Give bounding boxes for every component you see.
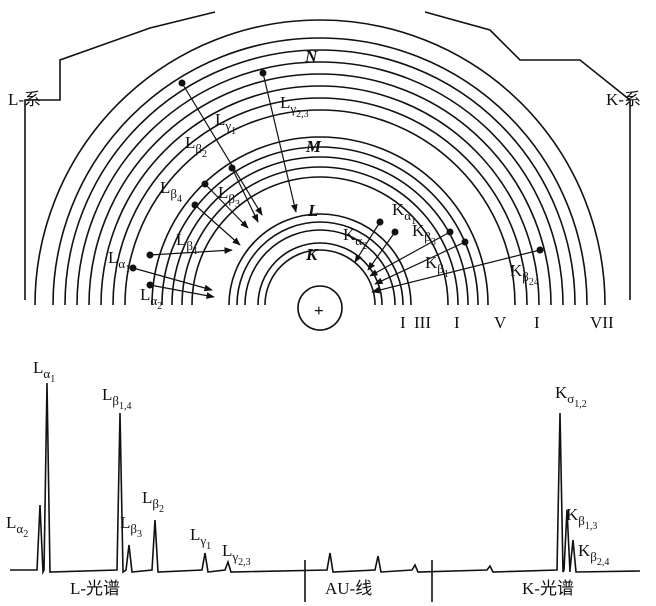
peak-label: Kβ2,4 <box>578 541 609 568</box>
label-base: L <box>142 488 152 507</box>
label-base: K <box>392 200 405 219</box>
transition-label: Lα2 <box>140 285 162 312</box>
label-index: 1,4 <box>119 401 132 412</box>
label-index: 2 <box>157 301 162 312</box>
label-index: 1,2 <box>574 399 587 410</box>
label-index: 1 <box>50 374 55 385</box>
label-base: K <box>555 383 568 402</box>
peak-label: Lα2 <box>6 513 28 540</box>
label-base: L <box>102 385 112 404</box>
peak-label: Kσ1,2 <box>555 383 587 410</box>
shell-numeral: V <box>494 313 507 332</box>
label-base: L <box>6 513 16 532</box>
shell-numeral: III <box>414 313 431 332</box>
label-base: L <box>140 285 150 304</box>
label-index: 2 <box>23 529 28 540</box>
transition-label: Lβ4 <box>160 178 182 205</box>
label-base: L <box>222 541 232 560</box>
shell-numeral: I <box>534 313 540 332</box>
shell-numeral: I <box>454 313 460 332</box>
peak-label: Lγ1 <box>190 525 211 552</box>
label-index: 1 <box>125 264 130 275</box>
label-index: 2,4 <box>597 557 610 568</box>
label-base: L <box>160 178 170 197</box>
shell-label: K <box>305 245 319 264</box>
label-index: 2,3 <box>296 109 309 120</box>
label-sub: σ <box>567 391 574 406</box>
label-index: 2 <box>159 504 164 515</box>
peak-label: Kβ1,3 <box>566 505 597 532</box>
label-index: 2 <box>362 241 367 252</box>
series-label: K-系 <box>606 90 641 109</box>
label-base: L <box>185 133 195 152</box>
label-index: 3 <box>431 237 436 248</box>
label-index: 2,3 <box>238 557 251 568</box>
label-base: K <box>343 225 356 244</box>
label-index: 4 <box>177 194 182 205</box>
peak-label: Lβ1,4 <box>102 385 132 412</box>
peak-label: Lβ3 <box>120 513 142 540</box>
shell-numeral: VII <box>590 313 614 332</box>
label-index: 24 <box>529 277 539 288</box>
label-base: K <box>510 261 523 280</box>
label-base: L <box>190 525 200 544</box>
label-index: 3 <box>137 529 142 540</box>
shell-rings <box>35 20 605 330</box>
region-label: L-光谱 <box>70 579 120 598</box>
series-label: L-系 <box>8 90 41 109</box>
shell-ring <box>152 137 488 305</box>
shell-ring <box>162 147 478 305</box>
peak-label: Lβ2 <box>142 488 164 515</box>
shell-label: M <box>305 137 322 156</box>
label-base: L <box>176 230 186 249</box>
nucleus-label: + <box>314 301 324 320</box>
label-base: L <box>218 183 228 202</box>
shell-ring <box>229 214 411 305</box>
label-index: 2 <box>202 149 207 160</box>
label-base: L <box>108 248 118 267</box>
transition-label: Lβ2 <box>185 133 207 160</box>
label-base: K <box>425 253 438 272</box>
label-base: K <box>578 541 591 560</box>
label-index: 3 <box>235 199 240 210</box>
shell-label: L <box>307 201 318 220</box>
label-index: 1 <box>193 246 198 257</box>
label-index: 1 <box>206 541 211 552</box>
label-base: L <box>215 110 225 129</box>
label-index: 1 <box>231 126 236 137</box>
label-base: K <box>412 221 425 240</box>
transition-label: Lγ2,3 <box>280 93 309 120</box>
transition-label: Kβ1 <box>425 253 449 280</box>
peak-label: Lγ2,3 <box>222 541 251 568</box>
label-base: L <box>280 93 290 112</box>
figure: L-系K-系NMLK+Lγ1Lγ2,3Lβ2Lβ4Lβ3Lβ1Lα1Lα2Kα1… <box>0 0 656 606</box>
transition-label: Lβ3 <box>218 183 240 210</box>
shell-ring <box>258 243 382 305</box>
label-index: 1,3 <box>585 521 598 532</box>
spectrum-trace <box>10 383 640 572</box>
peak-label: Lα1 <box>33 358 55 385</box>
shell-label: N <box>304 47 318 66</box>
shell-ring <box>265 250 375 305</box>
shell-numeral: I <box>400 313 406 332</box>
label-index: 1 <box>444 269 449 280</box>
region-label: K-光谱 <box>522 579 574 598</box>
transition-arrows <box>130 70 544 298</box>
region-label: AU-线 <box>325 579 372 598</box>
label-base: L <box>33 358 43 377</box>
transition-label: Lγ1 <box>215 110 236 137</box>
